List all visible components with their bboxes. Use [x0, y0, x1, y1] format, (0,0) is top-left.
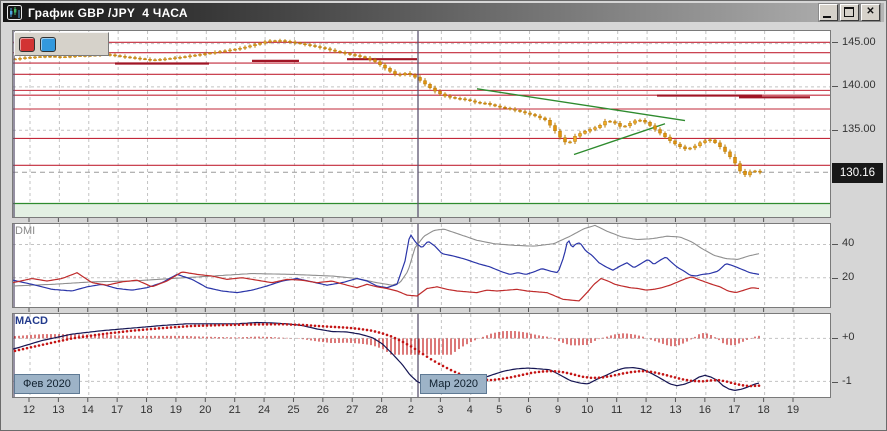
- histogram-group: [14, 330, 760, 355]
- title-bar[interactable]: График GBP /JPY 4 ЧАСА ✕: [3, 3, 884, 22]
- time-tick-label: 26: [316, 404, 329, 416]
- current-price-badge: 130.16: [832, 163, 883, 183]
- axis-tick: [832, 130, 838, 131]
- macd-label: MACD: [15, 315, 48, 327]
- time-tick-label: 16: [698, 404, 711, 416]
- axis-tick: [832, 278, 838, 279]
- axis-tick: [832, 338, 838, 339]
- price-label-135: 135.00: [842, 123, 876, 135]
- time-tick-label: 27: [346, 404, 359, 416]
- time-tick-label: 13: [669, 404, 682, 416]
- maximize-icon: [844, 7, 854, 17]
- time-tick-label: 28: [375, 404, 388, 416]
- axis-tick: [832, 42, 838, 43]
- month-badge-feb: Фев 2020: [14, 374, 80, 394]
- dmi-label: DMI: [15, 225, 36, 237]
- time-tick-label: 18: [757, 404, 770, 416]
- dmi-chart-canvas[interactable]: [13, 224, 830, 307]
- blue-marker-button[interactable]: [40, 36, 56, 52]
- trendline: [573, 123, 666, 156]
- macd-label-zero: +0: [842, 331, 855, 343]
- time-tick-label: 17: [111, 404, 124, 416]
- time-tick-label: 24: [257, 404, 271, 416]
- app-icon: [7, 5, 22, 20]
- time-tick-label: 12: [22, 404, 36, 416]
- axis-tick: [832, 86, 838, 87]
- time-tick-label: 3: [437, 404, 444, 416]
- time-tick-label: 12: [639, 404, 653, 416]
- month-badge-mar: Мар 2020: [420, 374, 488, 394]
- dmi-panel: [12, 223, 831, 308]
- time-tick-label: 17: [728, 404, 741, 416]
- tick-strip-2: [28, 308, 794, 312]
- trendline: [476, 88, 686, 122]
- grid: [13, 224, 830, 307]
- macd-label-minus1: -1: [842, 375, 852, 387]
- tick-strip-1: [28, 218, 794, 222]
- axis-tick: [832, 382, 838, 383]
- time-tick-label: 9: [554, 404, 561, 416]
- time-tick-label: 25: [287, 404, 300, 416]
- dmi-label-40: 40: [842, 237, 855, 249]
- time-tick-label: 19: [786, 404, 800, 416]
- minimize-icon: [823, 16, 831, 18]
- time-tick-label: 2: [407, 404, 415, 416]
- time-tick-label: 4: [466, 404, 473, 416]
- grid: [13, 31, 830, 217]
- time-tick-label: 13: [52, 404, 65, 416]
- drawing-toolbar: [14, 32, 109, 56]
- price-chart-canvas[interactable]: [13, 31, 830, 217]
- time-tick-label: 11: [610, 404, 623, 416]
- minimize-button[interactable]: [819, 4, 838, 21]
- price-chart-panel: [12, 30, 831, 218]
- time-tick-label: 18: [140, 404, 153, 416]
- time-tick-label: 19: [169, 404, 183, 416]
- price-label-145: 145.00: [842, 36, 876, 48]
- maximize-button[interactable]: [840, 4, 859, 21]
- red-marker-button[interactable]: [19, 36, 35, 52]
- close-button[interactable]: ✕: [861, 4, 880, 21]
- price-label-140: 140.00: [842, 79, 876, 91]
- candles-group: [13, 38, 762, 178]
- window-title: График GBP /JPY 4 ЧАСА: [28, 5, 188, 20]
- time-axis: 12 13 14 17 18 19 20 21 24 25 26 27 28 2 3 4 5 6 9 10 11 12 13…: [12, 404, 831, 422]
- green-band: [13, 203, 830, 217]
- time-tick-label: 10: [581, 404, 594, 416]
- close-icon: ✕: [866, 6, 875, 17]
- signal-dots-group: [13, 322, 761, 388]
- time-tick-label: 14: [81, 404, 94, 416]
- tick-strip-axis: [28, 398, 794, 402]
- time-tick-label: 6: [525, 404, 532, 416]
- time-tick-label: 5: [496, 404, 503, 416]
- time-tick-label: 20: [199, 404, 212, 416]
- time-tick-label: 21: [228, 404, 241, 416]
- axis-tick: [832, 244, 838, 245]
- dmi-label-20: 20: [842, 271, 855, 283]
